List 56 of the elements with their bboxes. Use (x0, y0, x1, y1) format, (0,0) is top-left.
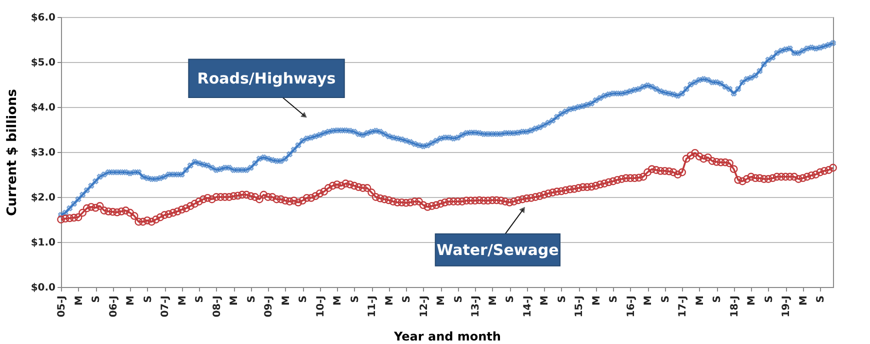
x-tick-label: M (694, 295, 706, 306)
y-tick-label: $3.0 (30, 148, 56, 158)
x-tick-label: S (556, 296, 568, 303)
x-tick-label: M (540, 295, 551, 306)
x-tick-label: S (194, 296, 206, 303)
x-tick-label: 17-J (678, 296, 689, 318)
x-tick-label: 19-J (781, 296, 792, 318)
x-tick-label: 12-J (418, 296, 430, 318)
y-axis-title: Current $ billions (4, 88, 20, 216)
x-tick-label: S (91, 296, 102, 303)
x-tick-label: 13-J (470, 296, 482, 318)
x-tick-label: M (746, 295, 758, 306)
y-tick-label: $0.0 (30, 282, 56, 294)
x-tick-label: S (608, 296, 620, 303)
x-tick-label: S (505, 296, 516, 303)
x-tick-label: S (402, 296, 413, 303)
x-tick-label: M (280, 295, 292, 306)
x-tick-label: 15-J (574, 296, 586, 318)
y-tick-label: $2.0 (30, 192, 56, 204)
x-tick-label: 08-J (212, 296, 223, 318)
x-tick-label: S (298, 296, 310, 303)
x-tick-label: S (142, 296, 154, 303)
x-tick-label: M (436, 295, 448, 306)
text: Water/Sewage (436, 240, 559, 259)
x-tick-label: 11-J (367, 296, 378, 318)
x-tick-label: 06-J (108, 296, 120, 318)
x-tick-label: 18-J (729, 296, 740, 318)
x-tick-label: 07-J (160, 296, 172, 318)
x-tick-label: M (332, 295, 344, 306)
y-tick-label: $4.0 (30, 102, 56, 114)
x-tick-label: S (660, 296, 672, 303)
x-tick-label: S (764, 296, 775, 303)
x-tick-label: M (591, 295, 602, 306)
x-tick-label: M (177, 295, 188, 306)
x-tick-label: M (384, 295, 396, 306)
x-tick-label: M (126, 295, 137, 306)
text: Roads/Highways (197, 69, 336, 88)
x-tick-label: 10-J (315, 296, 326, 318)
y-tick-label: $6.0 (30, 12, 56, 24)
x-tick-label: S (246, 296, 258, 303)
x-tick-label: S (350, 296, 361, 303)
x-tick-label: S (453, 296, 464, 303)
x-tick-label: S (816, 296, 827, 303)
y-tick-label: $1.0 (30, 238, 56, 248)
x-tick-label: M (798, 295, 810, 306)
x-tick-label: M (74, 295, 85, 306)
x-tick-label: S (712, 296, 724, 303)
x-tick-label: 16-J (626, 296, 637, 318)
x-tick-label: 05-J (56, 296, 68, 318)
x-tick-label: M (643, 295, 654, 306)
x-tick-label: M (229, 295, 240, 306)
x-tick-label: M (488, 295, 499, 306)
y-tick-label: $5.0 (30, 58, 56, 68)
x-tick-label: 09-J (264, 296, 275, 318)
x-tick-label: 14-J (522, 296, 534, 318)
x-axis-title: Year and month (393, 329, 501, 344)
